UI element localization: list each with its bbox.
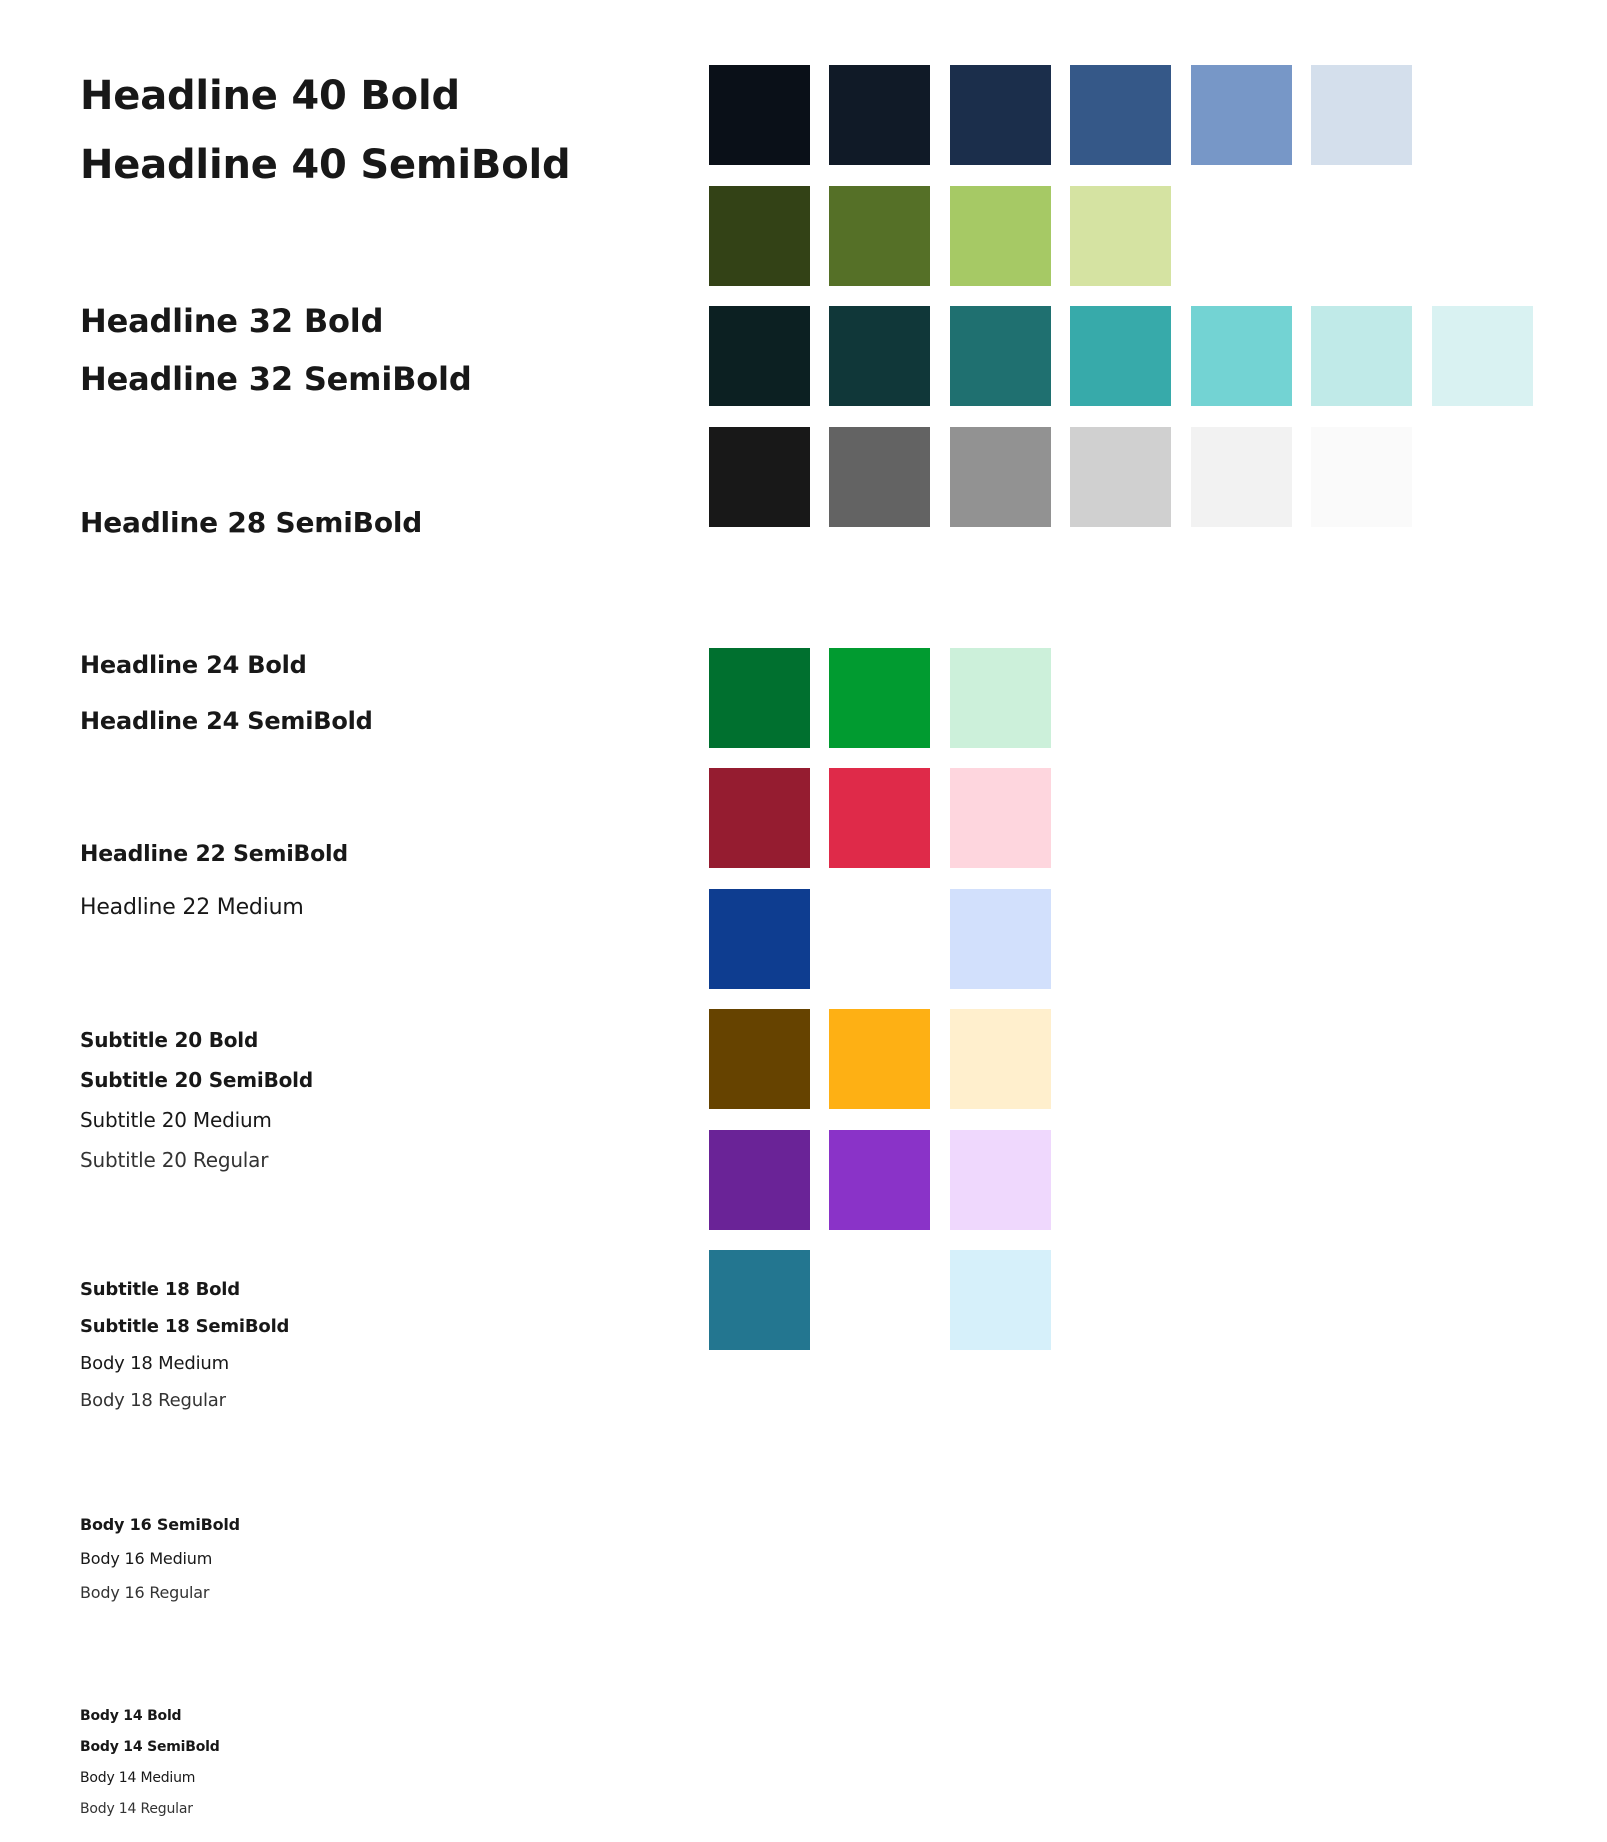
body-18-medium-sample: Body 18 Medium xyxy=(80,1353,229,1374)
body-16-regular-sample: Body 16 Regular xyxy=(80,1583,210,1602)
headline-22-semibold-sample: Headline 22 SemiBold xyxy=(80,842,348,867)
color-swatch-teal-1 xyxy=(709,306,810,406)
color-swatch-gray-6 xyxy=(1311,427,1412,527)
body-14-medium-sample: Body 14 Medium xyxy=(80,1770,196,1786)
color-swatch-cyan-2 xyxy=(950,1250,1051,1350)
color-swatch-success-3 xyxy=(950,648,1051,748)
color-swatch-warning-2 xyxy=(829,1009,930,1109)
body-16-medium-sample: Body 16 Medium xyxy=(80,1549,213,1568)
color-swatch-danger-3 xyxy=(950,768,1051,868)
color-swatch-warning-3 xyxy=(950,1009,1051,1109)
color-swatch-purple-2 xyxy=(829,1130,930,1230)
color-swatch-info-2 xyxy=(950,889,1051,989)
body-14-bold-sample: Body 14 Bold xyxy=(80,1708,182,1724)
color-swatch-navy-5 xyxy=(1191,65,1292,165)
color-swatch-success-1 xyxy=(709,648,810,748)
color-swatch-gray-4 xyxy=(1070,427,1171,527)
color-swatch-purple-1 xyxy=(709,1130,810,1230)
subtitle-18-semibold-sample: Subtitle 18 SemiBold xyxy=(80,1316,290,1337)
headline-40-semibold-sample: Headline 40 SemiBold xyxy=(80,142,571,188)
subtitle-20-semibold-sample: Subtitle 20 SemiBold xyxy=(80,1068,313,1092)
color-swatch-teal-5 xyxy=(1191,306,1292,406)
color-swatch-navy-2 xyxy=(829,65,930,165)
headline-24-bold-sample: Headline 24 Bold xyxy=(80,651,307,679)
color-swatch-olive-3 xyxy=(950,186,1051,286)
color-swatch-danger-2 xyxy=(829,768,930,868)
color-swatch-teal-6 xyxy=(1311,306,1412,406)
headline-24-semibold-sample: Headline 24 SemiBold xyxy=(80,707,373,735)
color-swatch-gray-1 xyxy=(709,427,810,527)
color-swatch-navy-1 xyxy=(709,65,810,165)
color-swatch-info-1 xyxy=(709,889,810,989)
body-14-regular-sample: Body 14 Regular xyxy=(80,1801,193,1817)
color-swatch-navy-4 xyxy=(1070,65,1171,165)
headline-32-bold-sample: Headline 32 Bold xyxy=(80,302,384,340)
subtitle-20-regular-sample: Subtitle 20 Regular xyxy=(80,1148,269,1172)
color-swatch-purple-3 xyxy=(950,1130,1051,1230)
headline-40-bold-sample: Headline 40 Bold xyxy=(80,73,460,119)
color-swatch-gray-3 xyxy=(950,427,1051,527)
subtitle-20-medium-sample: Subtitle 20 Medium xyxy=(80,1108,272,1132)
color-swatch-gray-2 xyxy=(829,427,930,527)
color-swatch-olive-1 xyxy=(709,186,810,286)
color-swatch-olive-4 xyxy=(1070,186,1171,286)
color-swatch-olive-2 xyxy=(829,186,930,286)
color-swatch-cyan-1 xyxy=(709,1250,810,1350)
color-swatch-danger-1 xyxy=(709,768,810,868)
color-swatch-gray-5 xyxy=(1191,427,1292,527)
color-swatch-teal-2 xyxy=(829,306,930,406)
color-swatch-teal-3 xyxy=(950,306,1051,406)
color-swatch-teal-4 xyxy=(1070,306,1171,406)
headline-22-medium-sample: Headline 22 Medium xyxy=(80,895,304,920)
color-swatch-success-2 xyxy=(829,648,930,748)
subtitle-20-bold-sample: Subtitle 20 Bold xyxy=(80,1028,259,1052)
color-swatch-navy-3 xyxy=(950,65,1051,165)
headline-32-semibold-sample: Headline 32 SemiBold xyxy=(80,360,472,398)
body-14-semibold-sample: Body 14 SemiBold xyxy=(80,1739,220,1755)
subtitle-18-bold-sample: Subtitle 18 Bold xyxy=(80,1279,240,1300)
body-18-regular-sample: Body 18 Regular xyxy=(80,1390,226,1411)
body-16-semibold-sample: Body 16 SemiBold xyxy=(80,1515,240,1534)
color-swatch-teal-7 xyxy=(1432,306,1533,406)
color-swatch-warning-1 xyxy=(709,1009,810,1109)
headline-28-semibold-sample: Headline 28 SemiBold xyxy=(80,506,423,539)
color-swatch-navy-6 xyxy=(1311,65,1412,165)
